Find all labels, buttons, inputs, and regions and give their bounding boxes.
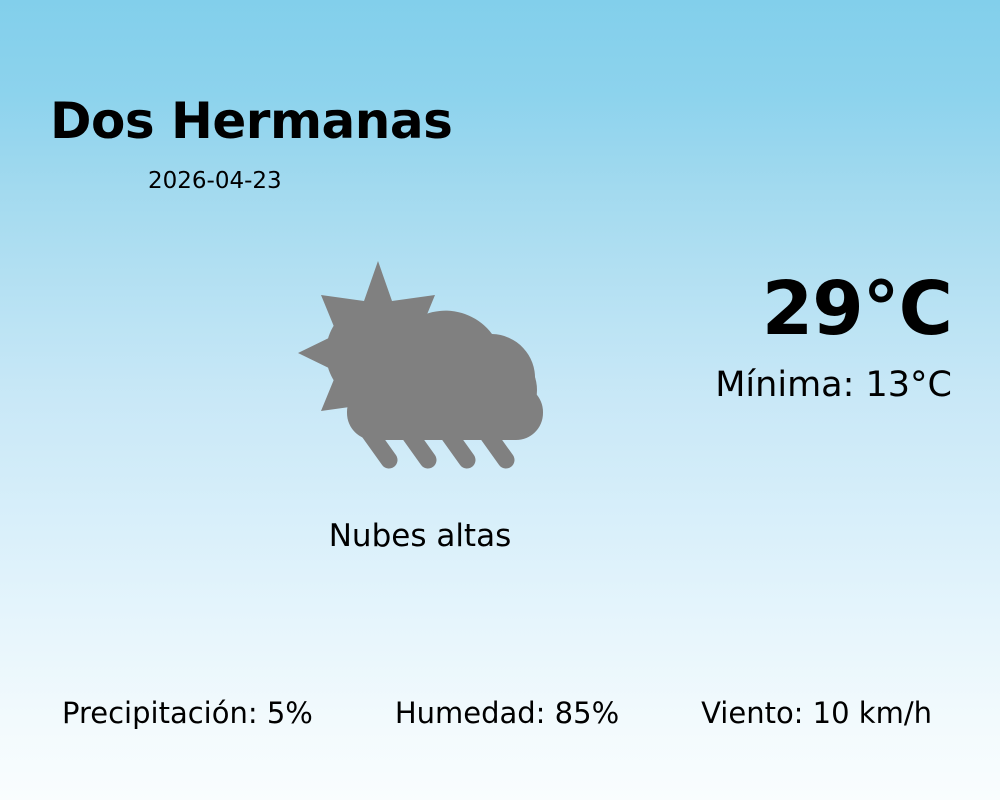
stat-humidity: Humedad: 85% (394, 696, 620, 730)
rain-streak-3 (438, 423, 476, 469)
temperature-block: 29°C Mínima: 13°C (715, 266, 953, 405)
rain-streak-1 (360, 423, 398, 469)
stats-row: Precipitación: 5% Humedad: 85% Viento: 1… (62, 699, 932, 728)
temperature-current: 29°C (761, 266, 953, 352)
stat-precipitation: Precipitación: 5% (62, 696, 313, 730)
stat-wind: Viento: 10 km/h (701, 696, 932, 730)
rain-streaks (360, 423, 515, 469)
rain-streak-2 (399, 423, 437, 469)
condition-label: Nubes altas (328, 518, 512, 554)
weather-icon-graphic (298, 261, 543, 469)
cloud-base (347, 385, 543, 440)
sun-behind-cloud-rain-icon (295, 255, 545, 485)
rain-streak-4 (477, 423, 515, 469)
forecast-date: 2026-04-23 (148, 168, 282, 194)
temperature-min: Mínima: 13°C (715, 365, 952, 405)
page-title: Dos Hermanas (50, 92, 453, 150)
